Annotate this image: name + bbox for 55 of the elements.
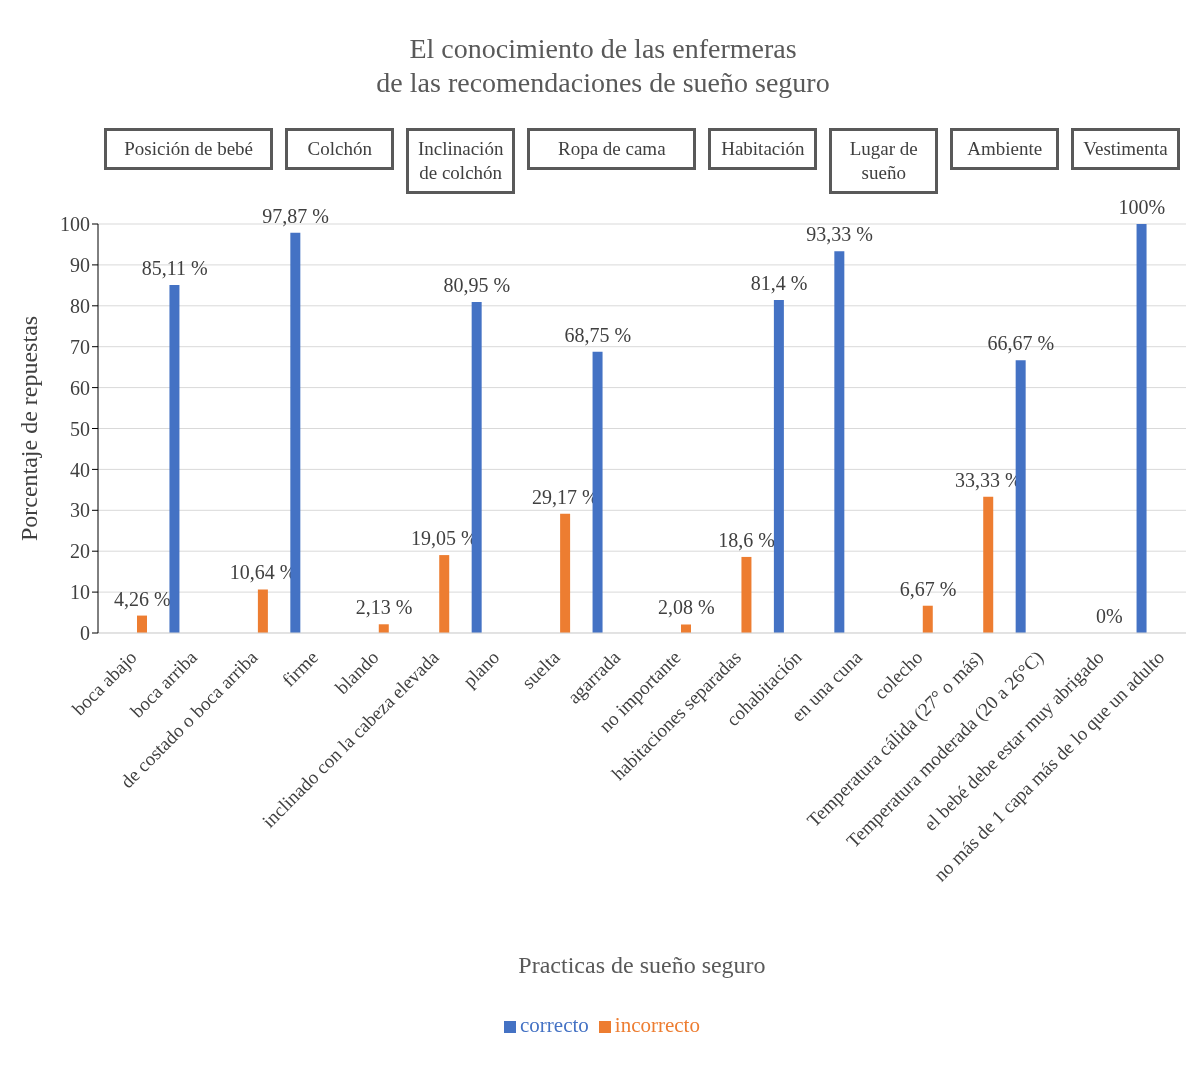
y-tick-label: 40: [70, 458, 90, 481]
text: Ambiente: [950, 128, 1060, 170]
legend-label: correcto: [520, 1013, 589, 1037]
y-tick-label: 80: [70, 294, 90, 317]
bar: [592, 351, 603, 633]
text: Lugar de sueño: [829, 128, 939, 194]
bar: [741, 556, 752, 633]
y-tick-label: 20: [70, 540, 90, 563]
text: Posición de bebé: [104, 128, 274, 170]
bar: [983, 496, 994, 633]
bar: [137, 615, 147, 633]
data-label: 85,11 %: [141, 256, 208, 279]
text: Colchón: [285, 128, 395, 170]
bar: [1136, 224, 1147, 633]
x-axis-title: Practicas de sueño seguro: [518, 952, 766, 978]
y-tick-label: 30: [70, 499, 90, 522]
data-label: 18,6 %: [718, 528, 775, 551]
data-label: 97,87 %: [262, 204, 329, 227]
y-tick-label: 10: [70, 581, 90, 604]
bar: [471, 301, 482, 633]
data-label: 2,08 %: [657, 596, 715, 619]
bar: [681, 624, 691, 633]
y-tick-label: 70: [70, 335, 90, 358]
data-label: 80,95 %: [443, 273, 511, 296]
y-tick-label: 100: [60, 213, 90, 236]
data-label: 4,26 %: [113, 587, 171, 610]
bar: [439, 555, 450, 633]
bar: [773, 300, 784, 633]
y-tick-label: 0: [80, 622, 90, 645]
data-label: 0%: [1096, 605, 1123, 627]
text: Ropa de cama: [527, 128, 697, 170]
bar: [169, 284, 180, 633]
data-label: 100%: [1118, 196, 1166, 218]
data-label: 2,13 %: [355, 596, 413, 619]
y-axis-title: Porcentaje de repuestas: [15, 315, 42, 542]
legend-label: incorrecto: [614, 1013, 700, 1037]
y-tick-label: 90: [70, 254, 90, 276]
bar: [290, 232, 301, 633]
bar: [378, 624, 389, 633]
bar: [1015, 360, 1026, 633]
text: Inclinación de colchón: [406, 128, 516, 194]
data-label: 68,75 %: [564, 323, 632, 346]
bar: [922, 605, 933, 633]
y-tick-label: 50: [70, 417, 90, 440]
data-label: 66,67 %: [987, 332, 1055, 355]
bar: [834, 251, 845, 633]
data-label: 81,4 %: [750, 272, 808, 295]
chart-title: El conocimiento de las enfermeras de las recomendaciones de sueño seguro: [375, 32, 831, 100]
text: Habitación: [708, 128, 818, 170]
data-label: 6,67 %: [899, 577, 957, 600]
bar: [257, 589, 268, 633]
text: Vestimenta: [1071, 128, 1180, 170]
y-tick-label: 60: [70, 376, 90, 399]
bar: [560, 513, 571, 633]
data-label: 93,33 %: [806, 223, 873, 246]
